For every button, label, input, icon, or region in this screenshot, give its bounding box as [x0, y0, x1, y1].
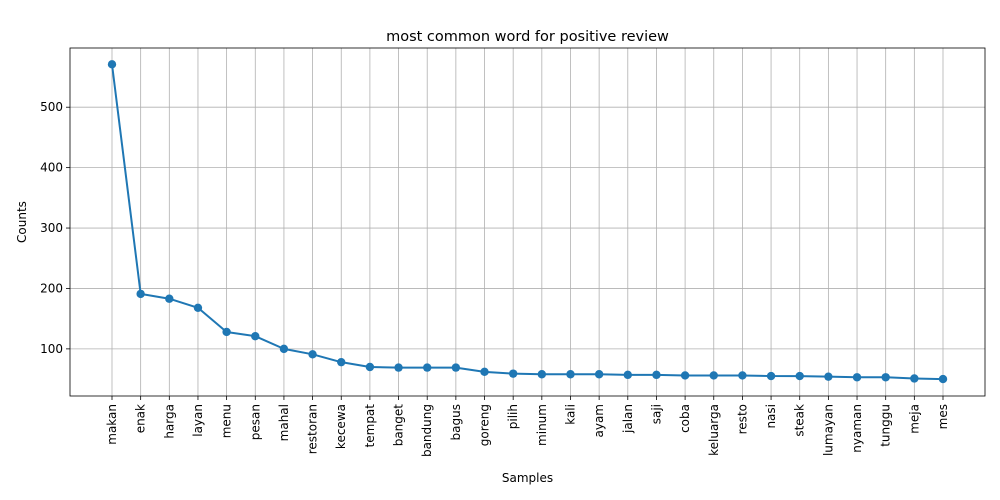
x-tick-label: goreng	[478, 404, 492, 446]
x-tick-label: makan	[105, 404, 119, 445]
y-tick-label: 100	[40, 342, 63, 356]
data-point-kali	[566, 370, 575, 379]
data-point-resto	[738, 371, 747, 380]
data-point-tempat	[365, 362, 375, 372]
x-axis-ticks: makan enak harga layan menu pesan mahal restora…	[105, 396, 950, 457]
series-line-layer	[111, 64, 944, 381]
x-tick-label: resto	[735, 404, 749, 434]
x-tick-label: layan	[191, 404, 205, 437]
y-axis-label: Counts	[15, 201, 29, 243]
x-tick-label: bandung	[420, 404, 434, 457]
data-point-meja	[910, 374, 919, 383]
x-tick-label: bagus	[449, 404, 463, 440]
x-tick-label: meja	[907, 404, 921, 434]
series-line	[111, 64, 944, 381]
chart-title: most common word for positive review	[386, 29, 669, 45]
x-tick-label: nyaman	[850, 404, 864, 453]
y-tick-label: 400	[40, 161, 63, 175]
x-axis-label: Samples	[502, 471, 553, 485]
grid-lines	[70, 48, 985, 396]
data-point-nasi	[766, 371, 776, 381]
data-point-menu	[222, 327, 231, 337]
x-tick-label: pesan	[248, 404, 262, 440]
data-point-pilih	[508, 369, 518, 378]
x-tick-label: kali	[563, 404, 577, 425]
data-points	[107, 60, 948, 384]
x-tick-label: mahal	[277, 404, 291, 441]
y-tick-label: 200	[40, 281, 63, 295]
x-tick-label: harga	[162, 404, 176, 439]
data-point-banget	[394, 363, 403, 372]
plot-frame	[69, 47, 986, 397]
x-tick-label: mes	[936, 404, 950, 429]
x-tick-label: ayam	[592, 404, 606, 438]
data-point-lumayan	[824, 372, 833, 381]
data-point-mahal	[279, 344, 289, 354]
x-tick-label: banget	[392, 404, 406, 447]
x-tick-label: saji	[649, 404, 663, 424]
x-tick-label: lumayan	[821, 404, 835, 456]
x-tick-label: minum	[535, 404, 549, 446]
x-tick-label: enak	[134, 404, 148, 433]
data-point-steak	[795, 371, 804, 381]
data-point-saji	[652, 370, 661, 380]
data-point-mes	[938, 374, 948, 384]
data-point-minum	[537, 370, 547, 379]
data-point-jalan	[623, 370, 632, 380]
data-point-keluarga	[709, 371, 718, 380]
y-axis-ticks: 100 200 300 400 500	[40, 100, 70, 356]
x-tick-label: tempat	[363, 404, 377, 448]
data-point-kecewa	[337, 357, 346, 367]
x-tick-label: coba	[678, 404, 692, 433]
x-tick-label: jalan	[621, 404, 635, 434]
x-tick-label: menu	[220, 404, 234, 438]
x-tick-label: kecewa	[334, 404, 348, 449]
x-tick-label: pilih	[506, 404, 520, 429]
data-point-pesan	[251, 331, 260, 341]
x-tick-label: tunggu	[879, 404, 893, 447]
data-point-coba	[680, 371, 690, 380]
x-tick-label: restoran	[306, 404, 320, 454]
x-tick-label: keluarga	[707, 404, 721, 456]
y-tick-label: 500	[40, 100, 63, 114]
data-point-restoran	[308, 350, 317, 359]
data-point-enak	[136, 289, 145, 299]
data-point-tunggu	[881, 373, 890, 382]
data-point-makan	[107, 60, 117, 69]
data-point-bandung	[423, 363, 432, 372]
y-tick-label: 300	[40, 221, 63, 235]
data-point-nyaman	[852, 373, 862, 382]
x-tick-label: steak	[793, 404, 807, 437]
x-tick-label: nasi	[764, 404, 778, 429]
data-point-layan	[193, 303, 203, 312]
data-point-harga	[165, 294, 174, 303]
data-point-bagus	[451, 363, 461, 372]
data-point-ayam	[594, 370, 604, 379]
data-point-goreng	[480, 367, 489, 377]
